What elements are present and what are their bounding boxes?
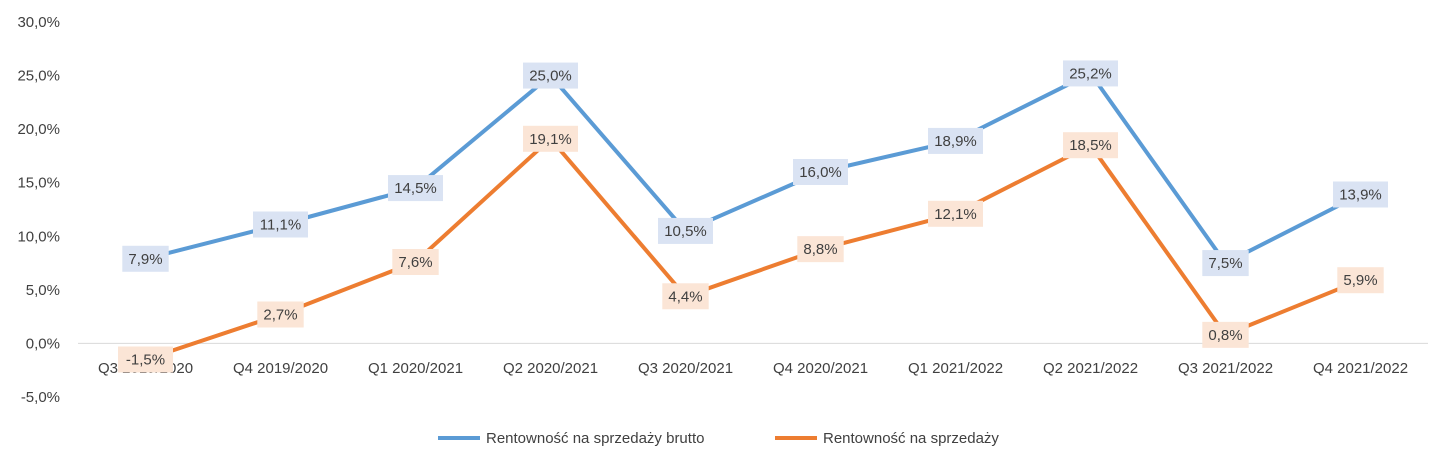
y-tick-label: -5,0% [21, 389, 60, 406]
data-label: 25,0% [523, 62, 578, 89]
data-label-text: 0,8% [1208, 327, 1242, 344]
data-label-box [797, 236, 844, 263]
data-label-text: 13,9% [1339, 187, 1382, 204]
x-tick-label: Q1 2020/2021 [368, 360, 463, 377]
data-label-text: 8,8% [803, 241, 837, 258]
data-label-text: 25,0% [529, 68, 572, 85]
data-labels: 7,9% 11,1% 14,5% 25,0% 10,5% 16,0% 18,9% 25,2% 7… [118, 60, 1388, 373]
data-label-text: 18,5% [1069, 137, 1112, 154]
data-label: 11,1% [253, 211, 308, 238]
data-label-box [658, 217, 713, 244]
x-tick-label: Q4 2021/2022 [1313, 360, 1408, 377]
series-line-2 [143, 136, 1363, 362]
y-tick-label: 20,0% [17, 121, 60, 138]
data-label-box [1063, 60, 1118, 87]
data-label-box [523, 62, 578, 89]
y-tick-label: 25,0% [17, 68, 60, 85]
data-label-text: 12,1% [934, 206, 977, 223]
data-label-text: 2,7% [263, 307, 297, 324]
data-label-box [1333, 181, 1388, 208]
x-tick-label: Q1 2021/2022 [908, 360, 1003, 377]
data-label-box [1202, 250, 1249, 277]
y-tick-label: 15,0% [17, 175, 60, 192]
legend-label: Rentowność na sprzedaży [823, 430, 999, 447]
data-label-text: 19,1% [529, 131, 572, 148]
data-label: 4,4% [662, 283, 709, 310]
data-label-text: 7,6% [398, 254, 432, 271]
data-label-box [392, 249, 439, 275]
data-label-text: 10,5% [664, 223, 707, 240]
data-label-text: 25,2% [1069, 65, 1112, 82]
data-label: 25,2% [1063, 60, 1118, 87]
data-label: 10,5% [658, 217, 713, 244]
data-label: 18,5% [1063, 132, 1118, 159]
data-label-box [662, 283, 709, 310]
x-tick-label: Q4 2020/2021 [773, 360, 868, 377]
data-label: 18,9% [928, 127, 983, 154]
data-label-box [122, 245, 169, 272]
data-label-box [253, 211, 308, 238]
series-lines [143, 71, 1363, 362]
x-tick-label: Q3 2021/2022 [1178, 360, 1273, 377]
data-label-box [257, 301, 304, 328]
data-label: 19,1% [523, 125, 578, 152]
data-label-text: -1,5% [126, 352, 165, 369]
data-label-box [1202, 321, 1249, 348]
data-label-text: 4,4% [668, 288, 702, 305]
data-label-box [928, 200, 983, 227]
data-label: 8,8% [797, 236, 844, 263]
data-label: 12,1% [928, 200, 983, 227]
data-label-box [523, 125, 578, 152]
data-label-text: 5,9% [1343, 272, 1377, 289]
legend: Rentowność na sprzedaży brutto Rentowność… [438, 430, 999, 447]
y-tick-label: 30,0% [17, 14, 60, 31]
legend-item: Rentowność na sprzedaży [775, 430, 999, 447]
data-label-box [388, 175, 443, 202]
y-tick-label: 10,0% [17, 228, 60, 245]
data-label: 7,5% [1202, 250, 1249, 277]
series-line-1 [143, 71, 1363, 266]
data-label-box [1063, 132, 1118, 159]
data-label: 13,9% [1333, 181, 1388, 208]
legend-item: Rentowność na sprzedaży brutto [438, 430, 704, 447]
data-label-text: 11,1% [260, 217, 301, 234]
data-label-text: 16,0% [799, 164, 842, 181]
legend-label: Rentowność na sprzedaży brutto [486, 430, 704, 447]
x-tick-label: Q4 2019/2020 [233, 360, 328, 377]
data-label-text: 14,5% [394, 180, 437, 197]
data-label-box [928, 127, 983, 154]
data-label: 16,0% [793, 159, 848, 185]
data-label: -1,5% [118, 346, 173, 373]
data-label: 2,7% [257, 301, 304, 328]
data-label-box [118, 346, 173, 373]
data-label: 5,9% [1337, 267, 1384, 294]
data-label-box [793, 159, 848, 185]
y-tick-label: 5,0% [26, 282, 60, 299]
data-label: 0,8% [1202, 321, 1249, 348]
x-tick-label: Q2 2021/2022 [1043, 360, 1138, 377]
data-label: 7,9% [122, 245, 169, 272]
y-tick-label: 0,0% [26, 335, 60, 352]
data-label-box [1337, 267, 1384, 294]
x-tick-label: Q2 2020/2021 [503, 360, 598, 377]
data-label-text: 18,9% [934, 133, 977, 150]
x-tick-label: Q3 2020/2021 [638, 360, 733, 377]
data-label: 14,5% [388, 175, 443, 202]
data-label-text: 7,5% [1208, 255, 1242, 272]
y-axis: 30,0% 25,0% 20,0% 15,0% 10,0% 5,0% 0,0% -5,0% [17, 14, 60, 406]
data-label-text: 7,9% [128, 251, 162, 268]
data-label: 7,6% [392, 249, 439, 275]
